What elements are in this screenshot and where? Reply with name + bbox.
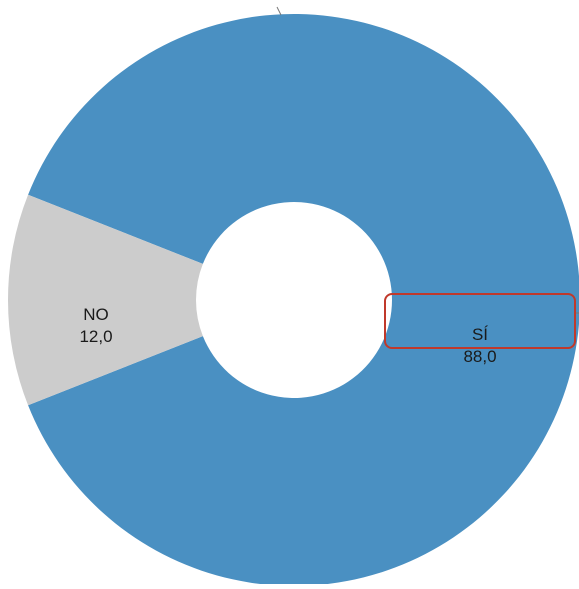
slice-value-label-si: 88,0 bbox=[463, 347, 496, 366]
top-tick-mark bbox=[276, 6, 282, 16]
slice-no bbox=[7, 194, 203, 406]
highlight-box-si bbox=[384, 293, 576, 349]
slice-value-label-no: 12,0 bbox=[79, 327, 112, 346]
slice-labels: SÍ 88,0 NO 12,0 bbox=[79, 293, 576, 366]
slice-category-label-no: NO bbox=[83, 305, 109, 324]
donut-slices bbox=[7, 14, 579, 586]
slice-si bbox=[28, 14, 579, 586]
slice-category-label-si: SÍ bbox=[472, 325, 488, 344]
